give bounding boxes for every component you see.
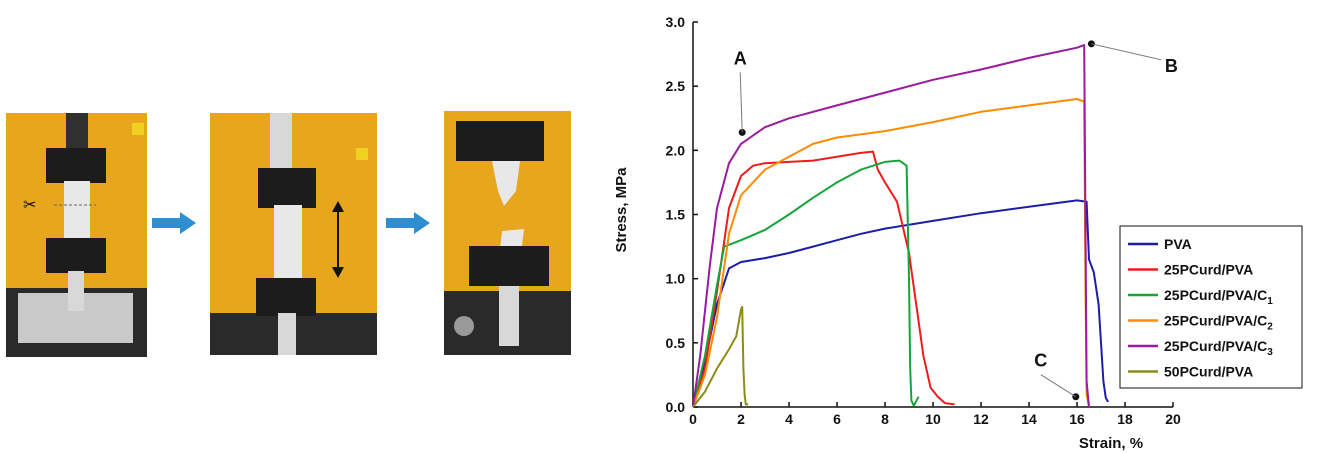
step-arrow-icon — [152, 212, 196, 234]
legend-label-5: 50PCurd/PVA — [1164, 364, 1253, 380]
legend-label-4: 25PCurd/PVA/C3 — [1164, 338, 1273, 358]
lower-rod — [68, 271, 84, 311]
x-tick-label: 16 — [1069, 411, 1085, 427]
y-tick-label: 1.5 — [666, 207, 686, 223]
x-tick-label: 2 — [737, 411, 745, 427]
x-axis-label: Strain, % — [1079, 435, 1143, 452]
lower-rod — [499, 286, 519, 346]
legend-label-2: 25PCurd/PVA/C1 — [1164, 287, 1273, 307]
x-tick-label: 8 — [881, 411, 889, 427]
annotation-point-A — [738, 128, 746, 136]
specimen — [274, 205, 302, 285]
fractured-upper-piece — [492, 161, 520, 206]
series-line-4 — [692, 44, 1090, 408]
x-tick-label: 6 — [833, 411, 841, 427]
specimen — [64, 181, 90, 243]
specimen-clamped-photo: ✂ — [6, 113, 147, 357]
series-lines — [692, 44, 1110, 408]
upper-grip — [46, 148, 106, 183]
fractured-lower-piece — [500, 229, 524, 249]
legend: PVA 25PCurd/PVA 25PCurd/PVA/C1 25PCurd/PVA/… — [1119, 225, 1303, 389]
annotation-point-C — [1072, 393, 1080, 401]
annotations: A B C — [734, 40, 1178, 401]
lower-rod — [278, 313, 296, 355]
annotation-label-C: C — [1034, 351, 1047, 371]
series-line-3 — [692, 98, 1090, 408]
series-line-0 — [692, 199, 1110, 408]
lower-grip — [469, 246, 549, 286]
scissors-icon: ✂ — [23, 197, 36, 214]
series-line-1 — [692, 150, 955, 408]
x-tick-label: 0 — [689, 411, 697, 427]
x-ticks: 0 2 4 6 8 10 12 14 16 18 20 — [689, 402, 1181, 427]
legend-label-1: 25PCurd/PVA — [1164, 262, 1253, 278]
y-tick-label: 2.5 — [666, 78, 686, 94]
upper-rod — [66, 113, 88, 153]
x-tick-label: 10 — [925, 411, 941, 427]
y-tick-label: 3.0 — [666, 14, 686, 30]
stress-strain-chart: 0 2 4 6 8 10 12 14 16 18 20 0.00.51.01.52.02.53.0 … — [613, 14, 1303, 452]
specimen-fractured-photo-drawing — [444, 111, 571, 355]
y-tick-label: 1.0 — [666, 271, 686, 287]
specimen-stretching-photo-drawing — [210, 113, 377, 355]
x-tick-label: 4 — [785, 411, 793, 427]
y-tick-label: 2.0 — [666, 142, 686, 158]
step-arrow-icon-2 — [386, 212, 430, 234]
legend-box — [1119, 225, 1303, 389]
double-arrow-bottom-head — [332, 267, 344, 278]
x-tick-label: 14 — [1021, 411, 1037, 427]
bolt-icon — [454, 316, 474, 336]
y-axis-label: Stress, MPa — [613, 167, 630, 253]
upper-grip — [456, 121, 544, 161]
annotation-leader-B — [1091, 43, 1162, 61]
double-arrow-top-head — [332, 201, 344, 212]
upper-rod — [270, 113, 292, 168]
y-ticks: 0.0 0.5 1.0 1.5 2.0 2.5 3.0 — [666, 14, 698, 415]
series-line-5 — [692, 305, 749, 408]
lower-grip — [256, 278, 316, 316]
upper-grip — [258, 168, 316, 208]
y-tick-label: 0.5 — [666, 335, 686, 351]
warning-sign-icon — [132, 123, 144, 135]
annotation-leader-A — [739, 72, 743, 133]
x-tick-label: 12 — [973, 411, 989, 427]
specimen-stretching-photo — [210, 113, 377, 355]
annotation-label-A: A — [734, 48, 747, 68]
legend-label-3: 25PCurd/PVA/C2 — [1164, 313, 1273, 333]
annotation-leader-C — [1040, 374, 1077, 398]
lower-grip — [46, 238, 106, 273]
annotation-label-B: B — [1165, 56, 1178, 76]
series-line-2 — [692, 159, 920, 408]
specimen-fractured-photo — [444, 111, 571, 355]
y-tick-label: 0.0 — [666, 399, 686, 415]
x-tick-label: 20 — [1165, 411, 1181, 427]
specimen-clamped-photo-drawing: ✂ — [6, 113, 147, 357]
legend-label-0: PVA — [1164, 236, 1192, 252]
warning-sign-icon — [356, 148, 368, 160]
x-tick-label: 18 — [1117, 411, 1133, 427]
